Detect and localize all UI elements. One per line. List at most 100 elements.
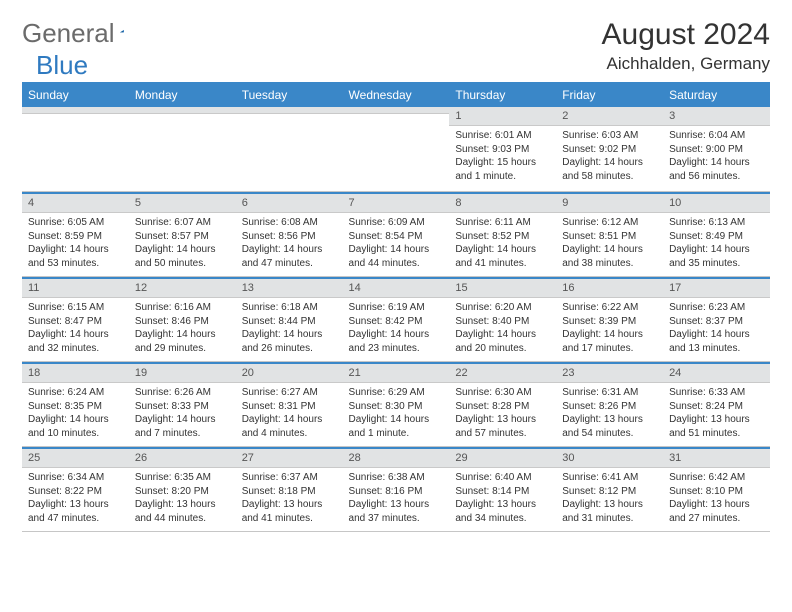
day-number: 29	[449, 447, 556, 468]
day-number: 17	[663, 277, 770, 298]
day-details	[236, 114, 343, 121]
daylight-text: Daylight: 14 hours and 35 minutes.	[669, 243, 764, 270]
day-details: Sunrise: 6:03 AMSunset: 9:02 PMDaylight:…	[556, 126, 663, 187]
day-number: 16	[556, 277, 663, 298]
calendar-cell: 16Sunrise: 6:22 AMSunset: 8:39 PMDayligh…	[556, 277, 663, 362]
sunset-text: Sunset: 8:28 PM	[455, 400, 550, 414]
calendar-week-row: 11Sunrise: 6:15 AMSunset: 8:47 PMDayligh…	[22, 277, 770, 362]
day-number: 3	[663, 107, 770, 126]
day-number: 24	[663, 362, 770, 383]
day-number: 10	[663, 192, 770, 213]
day-number: 31	[663, 447, 770, 468]
logo-text-blue: Blue	[36, 50, 88, 81]
sunset-text: Sunset: 8:44 PM	[242, 315, 337, 329]
daylight-text: Daylight: 14 hours and 47 minutes.	[242, 243, 337, 270]
day-details: Sunrise: 6:42 AMSunset: 8:10 PMDaylight:…	[663, 468, 770, 529]
day-details: Sunrise: 6:18 AMSunset: 8:44 PMDaylight:…	[236, 298, 343, 359]
day-details: Sunrise: 6:30 AMSunset: 8:28 PMDaylight:…	[449, 383, 556, 444]
day-details: Sunrise: 6:29 AMSunset: 8:30 PMDaylight:…	[343, 383, 450, 444]
day-number: 9	[556, 192, 663, 213]
sunset-text: Sunset: 8:30 PM	[349, 400, 444, 414]
day-number: 14	[343, 277, 450, 298]
sunset-text: Sunset: 8:12 PM	[562, 485, 657, 499]
sunrise-text: Sunrise: 6:38 AM	[349, 471, 444, 485]
sunset-text: Sunset: 8:14 PM	[455, 485, 550, 499]
sunrise-text: Sunrise: 6:04 AM	[669, 129, 764, 143]
daylight-text: Daylight: 14 hours and 23 minutes.	[349, 328, 444, 355]
sunset-text: Sunset: 8:18 PM	[242, 485, 337, 499]
sunrise-text: Sunrise: 6:33 AM	[669, 386, 764, 400]
daylight-text: Daylight: 14 hours and 44 minutes.	[349, 243, 444, 270]
sunrise-text: Sunrise: 6:09 AM	[349, 216, 444, 230]
day-number: 12	[129, 277, 236, 298]
daylight-text: Daylight: 14 hours and 58 minutes.	[562, 156, 657, 183]
sunset-text: Sunset: 8:56 PM	[242, 230, 337, 244]
day-details: Sunrise: 6:27 AMSunset: 8:31 PMDaylight:…	[236, 383, 343, 444]
sunset-text: Sunset: 8:57 PM	[135, 230, 230, 244]
sunset-text: Sunset: 8:10 PM	[669, 485, 764, 499]
daylight-text: Daylight: 14 hours and 4 minutes.	[242, 413, 337, 440]
sunset-text: Sunset: 8:33 PM	[135, 400, 230, 414]
calendar-week-row: 25Sunrise: 6:34 AMSunset: 8:22 PMDayligh…	[22, 447, 770, 532]
calendar-cell: 2Sunrise: 6:03 AMSunset: 9:02 PMDaylight…	[556, 107, 663, 192]
weekday-header: Saturday	[663, 83, 770, 107]
sunrise-text: Sunrise: 6:16 AM	[135, 301, 230, 315]
day-details: Sunrise: 6:41 AMSunset: 8:12 PMDaylight:…	[556, 468, 663, 529]
calendar-cell: 11Sunrise: 6:15 AMSunset: 8:47 PMDayligh…	[22, 277, 129, 362]
day-number: 2	[556, 107, 663, 126]
calendar-cell: 18Sunrise: 6:24 AMSunset: 8:35 PMDayligh…	[22, 362, 129, 447]
sunrise-text: Sunrise: 6:22 AM	[562, 301, 657, 315]
calendar-cell: 26Sunrise: 6:35 AMSunset: 8:20 PMDayligh…	[129, 447, 236, 532]
daylight-text: Daylight: 14 hours and 56 minutes.	[669, 156, 764, 183]
sunrise-text: Sunrise: 6:12 AM	[562, 216, 657, 230]
day-details: Sunrise: 6:22 AMSunset: 8:39 PMDaylight:…	[556, 298, 663, 359]
sunset-text: Sunset: 8:31 PM	[242, 400, 337, 414]
title-block: August 2024 Aichhalden, Germany	[602, 18, 770, 74]
sunrise-text: Sunrise: 6:34 AM	[28, 471, 123, 485]
logo-text-general: General	[22, 18, 115, 49]
day-number: 22	[449, 362, 556, 383]
sunrise-text: Sunrise: 6:23 AM	[669, 301, 764, 315]
day-number: 27	[236, 447, 343, 468]
day-number: 13	[236, 277, 343, 298]
daylight-text: Daylight: 13 hours and 47 minutes.	[28, 498, 123, 525]
day-number: 7	[343, 192, 450, 213]
calendar-cell: 10Sunrise: 6:13 AMSunset: 8:49 PMDayligh…	[663, 192, 770, 277]
daylight-text: Daylight: 13 hours and 37 minutes.	[349, 498, 444, 525]
day-details	[22, 114, 129, 121]
calendar-cell: 4Sunrise: 6:05 AMSunset: 8:59 PMDaylight…	[22, 192, 129, 277]
weekday-header: Thursday	[449, 83, 556, 107]
sunrise-text: Sunrise: 6:01 AM	[455, 129, 550, 143]
calendar-cell: 29Sunrise: 6:40 AMSunset: 8:14 PMDayligh…	[449, 447, 556, 532]
header: General August 2024 Aichhalden, Germany	[22, 18, 770, 74]
daylight-text: Daylight: 14 hours and 13 minutes.	[669, 328, 764, 355]
sunrise-text: Sunrise: 6:18 AM	[242, 301, 337, 315]
day-details: Sunrise: 6:16 AMSunset: 8:46 PMDaylight:…	[129, 298, 236, 359]
sunrise-text: Sunrise: 6:35 AM	[135, 471, 230, 485]
day-details: Sunrise: 6:24 AMSunset: 8:35 PMDaylight:…	[22, 383, 129, 444]
daylight-text: Daylight: 14 hours and 29 minutes.	[135, 328, 230, 355]
weekday-header: Tuesday	[236, 83, 343, 107]
day-details: Sunrise: 6:19 AMSunset: 8:42 PMDaylight:…	[343, 298, 450, 359]
day-details: Sunrise: 6:26 AMSunset: 8:33 PMDaylight:…	[129, 383, 236, 444]
sunrise-text: Sunrise: 6:07 AM	[135, 216, 230, 230]
day-number: 8	[449, 192, 556, 213]
calendar-cell: 28Sunrise: 6:38 AMSunset: 8:16 PMDayligh…	[343, 447, 450, 532]
day-number: 25	[22, 447, 129, 468]
day-details: Sunrise: 6:33 AMSunset: 8:24 PMDaylight:…	[663, 383, 770, 444]
calendar-cell: 31Sunrise: 6:42 AMSunset: 8:10 PMDayligh…	[663, 447, 770, 532]
calendar-cell: 17Sunrise: 6:23 AMSunset: 8:37 PMDayligh…	[663, 277, 770, 362]
sunset-text: Sunset: 8:52 PM	[455, 230, 550, 244]
day-number	[343, 107, 450, 114]
sunset-text: Sunset: 8:47 PM	[28, 315, 123, 329]
calendar-table: Sunday Monday Tuesday Wednesday Thursday…	[22, 82, 770, 532]
sunrise-text: Sunrise: 6:13 AM	[669, 216, 764, 230]
day-details: Sunrise: 6:12 AMSunset: 8:51 PMDaylight:…	[556, 213, 663, 274]
daylight-text: Daylight: 13 hours and 27 minutes.	[669, 498, 764, 525]
calendar-cell: 1Sunrise: 6:01 AMSunset: 9:03 PMDaylight…	[449, 107, 556, 192]
day-number	[236, 107, 343, 114]
calendar-cell: 20Sunrise: 6:27 AMSunset: 8:31 PMDayligh…	[236, 362, 343, 447]
day-number: 6	[236, 192, 343, 213]
day-details: Sunrise: 6:07 AMSunset: 8:57 PMDaylight:…	[129, 213, 236, 274]
daylight-text: Daylight: 13 hours and 31 minutes.	[562, 498, 657, 525]
